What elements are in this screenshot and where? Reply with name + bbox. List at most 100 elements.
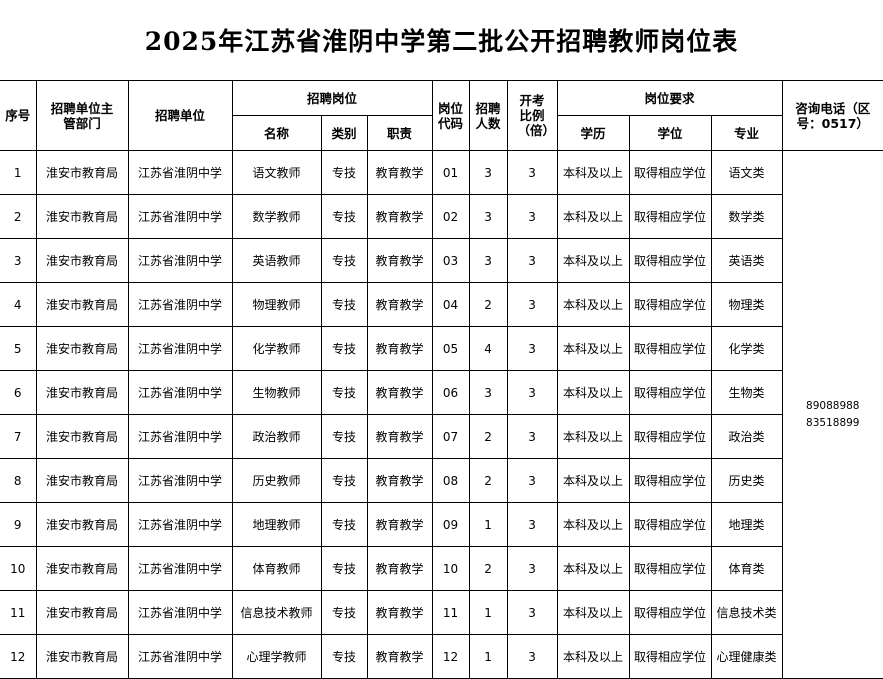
cell-edu: 本科及以上 <box>556 370 630 415</box>
cell-code: 04 <box>431 282 470 327</box>
cell-degree: 取得相应学位 <box>628 150 712 195</box>
cell-dept: 淮安市教育局 <box>35 546 129 591</box>
table-row: 12 淮安市教育局 江苏省淮阴中学 心理学教师 专技 教育教学 12 1 3 本科及以上 取得相应学… <box>0 634 883 679</box>
cell-ratio: 3 <box>506 326 558 371</box>
cell-code: 05 <box>431 326 470 371</box>
cell-type: 专技 <box>320 282 368 327</box>
page-title: 2025年江苏省淮阴中学第二批公开招聘教师岗位表 <box>144 27 739 56</box>
cell-unit: 江苏省淮阴中学 <box>127 194 233 239</box>
cell-degree: 取得相应学位 <box>628 590 712 635</box>
cell-duty: 教育教学 <box>366 546 433 591</box>
cell-ratio: 3 <box>506 150 558 195</box>
cell-major: 心理健康类 <box>710 634 783 679</box>
cell-type: 专技 <box>320 194 368 239</box>
header-code: 岗位代码 <box>431 80 470 151</box>
cell-degree: 取得相应学位 <box>628 546 712 591</box>
cell-count: 2 <box>468 458 508 503</box>
cell-count: 3 <box>468 150 508 195</box>
header-major: 专业 <box>710 115 783 151</box>
cell-type: 专技 <box>320 634 368 679</box>
header-ratio: 开考比例（倍） <box>506 80 558 151</box>
cell-unit: 江苏省淮阴中学 <box>127 590 233 635</box>
cell-unit: 江苏省淮阴中学 <box>127 282 233 327</box>
cell-count: 4 <box>468 326 508 371</box>
cell-dept: 淮安市教育局 <box>35 590 129 635</box>
cell-unit: 江苏省淮阴中学 <box>127 150 233 195</box>
cell-type: 专技 <box>320 414 368 459</box>
cell-edu: 本科及以上 <box>556 634 630 679</box>
cell-count: 2 <box>468 282 508 327</box>
cell-duty: 教育教学 <box>366 590 433 635</box>
table-row: 7 淮安市教育局 江苏省淮阴中学 政治教师 专技 教育教学 07 2 3 本科及以上 取得相应学位政… <box>0 414 883 459</box>
cell-ratio: 3 <box>506 282 558 327</box>
header-seq: 序号 <box>0 80 37 151</box>
contact-phones: 89088988 83518899 <box>781 150 883 679</box>
cell-duty: 教育教学 <box>366 502 433 547</box>
cell-ratio: 3 <box>506 414 558 459</box>
cell-type: 专技 <box>320 370 368 415</box>
cell-major: 生物类 <box>710 370 783 415</box>
cell-dept: 淮安市教育局 <box>35 150 129 195</box>
header-edu: 学历 <box>556 115 630 151</box>
cell-code: 07 <box>431 414 470 459</box>
table-row: 1 淮安市教育局 江苏省淮阴中学 语文教师 专技 教育教学 01 3 3 本科及以上 取得相应学位语… <box>0 150 883 679</box>
cell-type: 专技 <box>320 502 368 547</box>
cell-name: 政治教师 <box>231 414 322 459</box>
header-degree: 学位 <box>628 115 712 151</box>
cell-edu: 本科及以上 <box>556 194 630 239</box>
header-pos-type: 类别 <box>320 115 368 151</box>
cell-count: 1 <box>468 502 508 547</box>
header-pos-duty: 职责 <box>366 115 433 151</box>
cell-degree: 取得相应学位 <box>628 326 712 371</box>
cell-degree: 取得相应学位 <box>628 370 712 415</box>
cell-seq: 8 <box>0 458 37 503</box>
cell-edu: 本科及以上 <box>556 590 630 635</box>
cell-major: 物理类 <box>710 282 783 327</box>
cell-degree: 取得相应学位 <box>628 238 712 283</box>
cell-code: 11 <box>431 590 470 635</box>
cell-edu: 本科及以上 <box>556 238 630 283</box>
cell-code: 02 <box>431 194 470 239</box>
cell-count: 1 <box>468 634 508 679</box>
cell-count: 3 <box>468 370 508 415</box>
cell-code: 06 <box>431 370 470 415</box>
cell-duty: 教育教学 <box>366 282 433 327</box>
cell-degree: 取得相应学位 <box>628 502 712 547</box>
cell-degree: 取得相应学位 <box>628 634 712 679</box>
header-dept: 招聘单位主管部门 <box>35 80 129 151</box>
cell-ratio: 3 <box>506 194 558 239</box>
table-row: 5 淮安市教育局 江苏省淮阴中学 化学教师 专技 教育教学 05 4 3 本科及以上 取得相应学位化… <box>0 326 883 371</box>
table-row: 3 淮安市教育局 江苏省淮阴中学 英语教师 专技 教育教学 03 3 3 本科及以上 取得相应学位英… <box>0 238 883 283</box>
cell-ratio: 3 <box>506 370 558 415</box>
cell-major: 体育类 <box>710 546 783 591</box>
cell-seq: 3 <box>0 238 37 283</box>
cell-seq: 5 <box>0 326 37 371</box>
table-row: 2 淮安市教育局 江苏省淮阴中学 数学教师 专技 教育教学 02 3 3 本科及以上 取得相应学位数… <box>0 194 883 239</box>
cell-duty: 教育教学 <box>366 634 433 679</box>
cell-dept: 淮安市教育局 <box>35 194 129 239</box>
cell-edu: 本科及以上 <box>556 546 630 591</box>
cell-unit: 江苏省淮阴中学 <box>127 634 233 679</box>
cell-duty: 教育教学 <box>366 370 433 415</box>
cell-code: 08 <box>431 458 470 503</box>
cell-dept: 淮安市教育局 <box>35 458 129 503</box>
cell-edu: 本科及以上 <box>556 414 630 459</box>
cell-code: 01 <box>431 150 470 195</box>
table-row: 6 淮安市教育局 江苏省淮阴中学 生物教师 专技 教育教学 06 3 3 本科及以上 取得相应学位生… <box>0 370 883 415</box>
cell-type: 专技 <box>320 590 368 635</box>
cell-name: 体育教师 <box>231 546 322 591</box>
cell-count: 1 <box>468 590 508 635</box>
cell-seq: 12 <box>0 634 37 679</box>
cell-name: 生物教师 <box>231 370 322 415</box>
cell-duty: 教育教学 <box>366 458 433 503</box>
cell-seq: 6 <box>0 370 37 415</box>
cell-duty: 教育教学 <box>366 150 433 195</box>
cell-ratio: 3 <box>506 502 558 547</box>
cell-seq: 10 <box>0 546 37 591</box>
cell-degree: 取得相应学位 <box>628 282 712 327</box>
cell-dept: 淮安市教育局 <box>35 326 129 371</box>
cell-dept: 淮安市教育局 <box>35 282 129 327</box>
cell-major: 信息技术类 <box>710 590 783 635</box>
cell-unit: 江苏省淮阴中学 <box>127 458 233 503</box>
cell-code: 09 <box>431 502 470 547</box>
